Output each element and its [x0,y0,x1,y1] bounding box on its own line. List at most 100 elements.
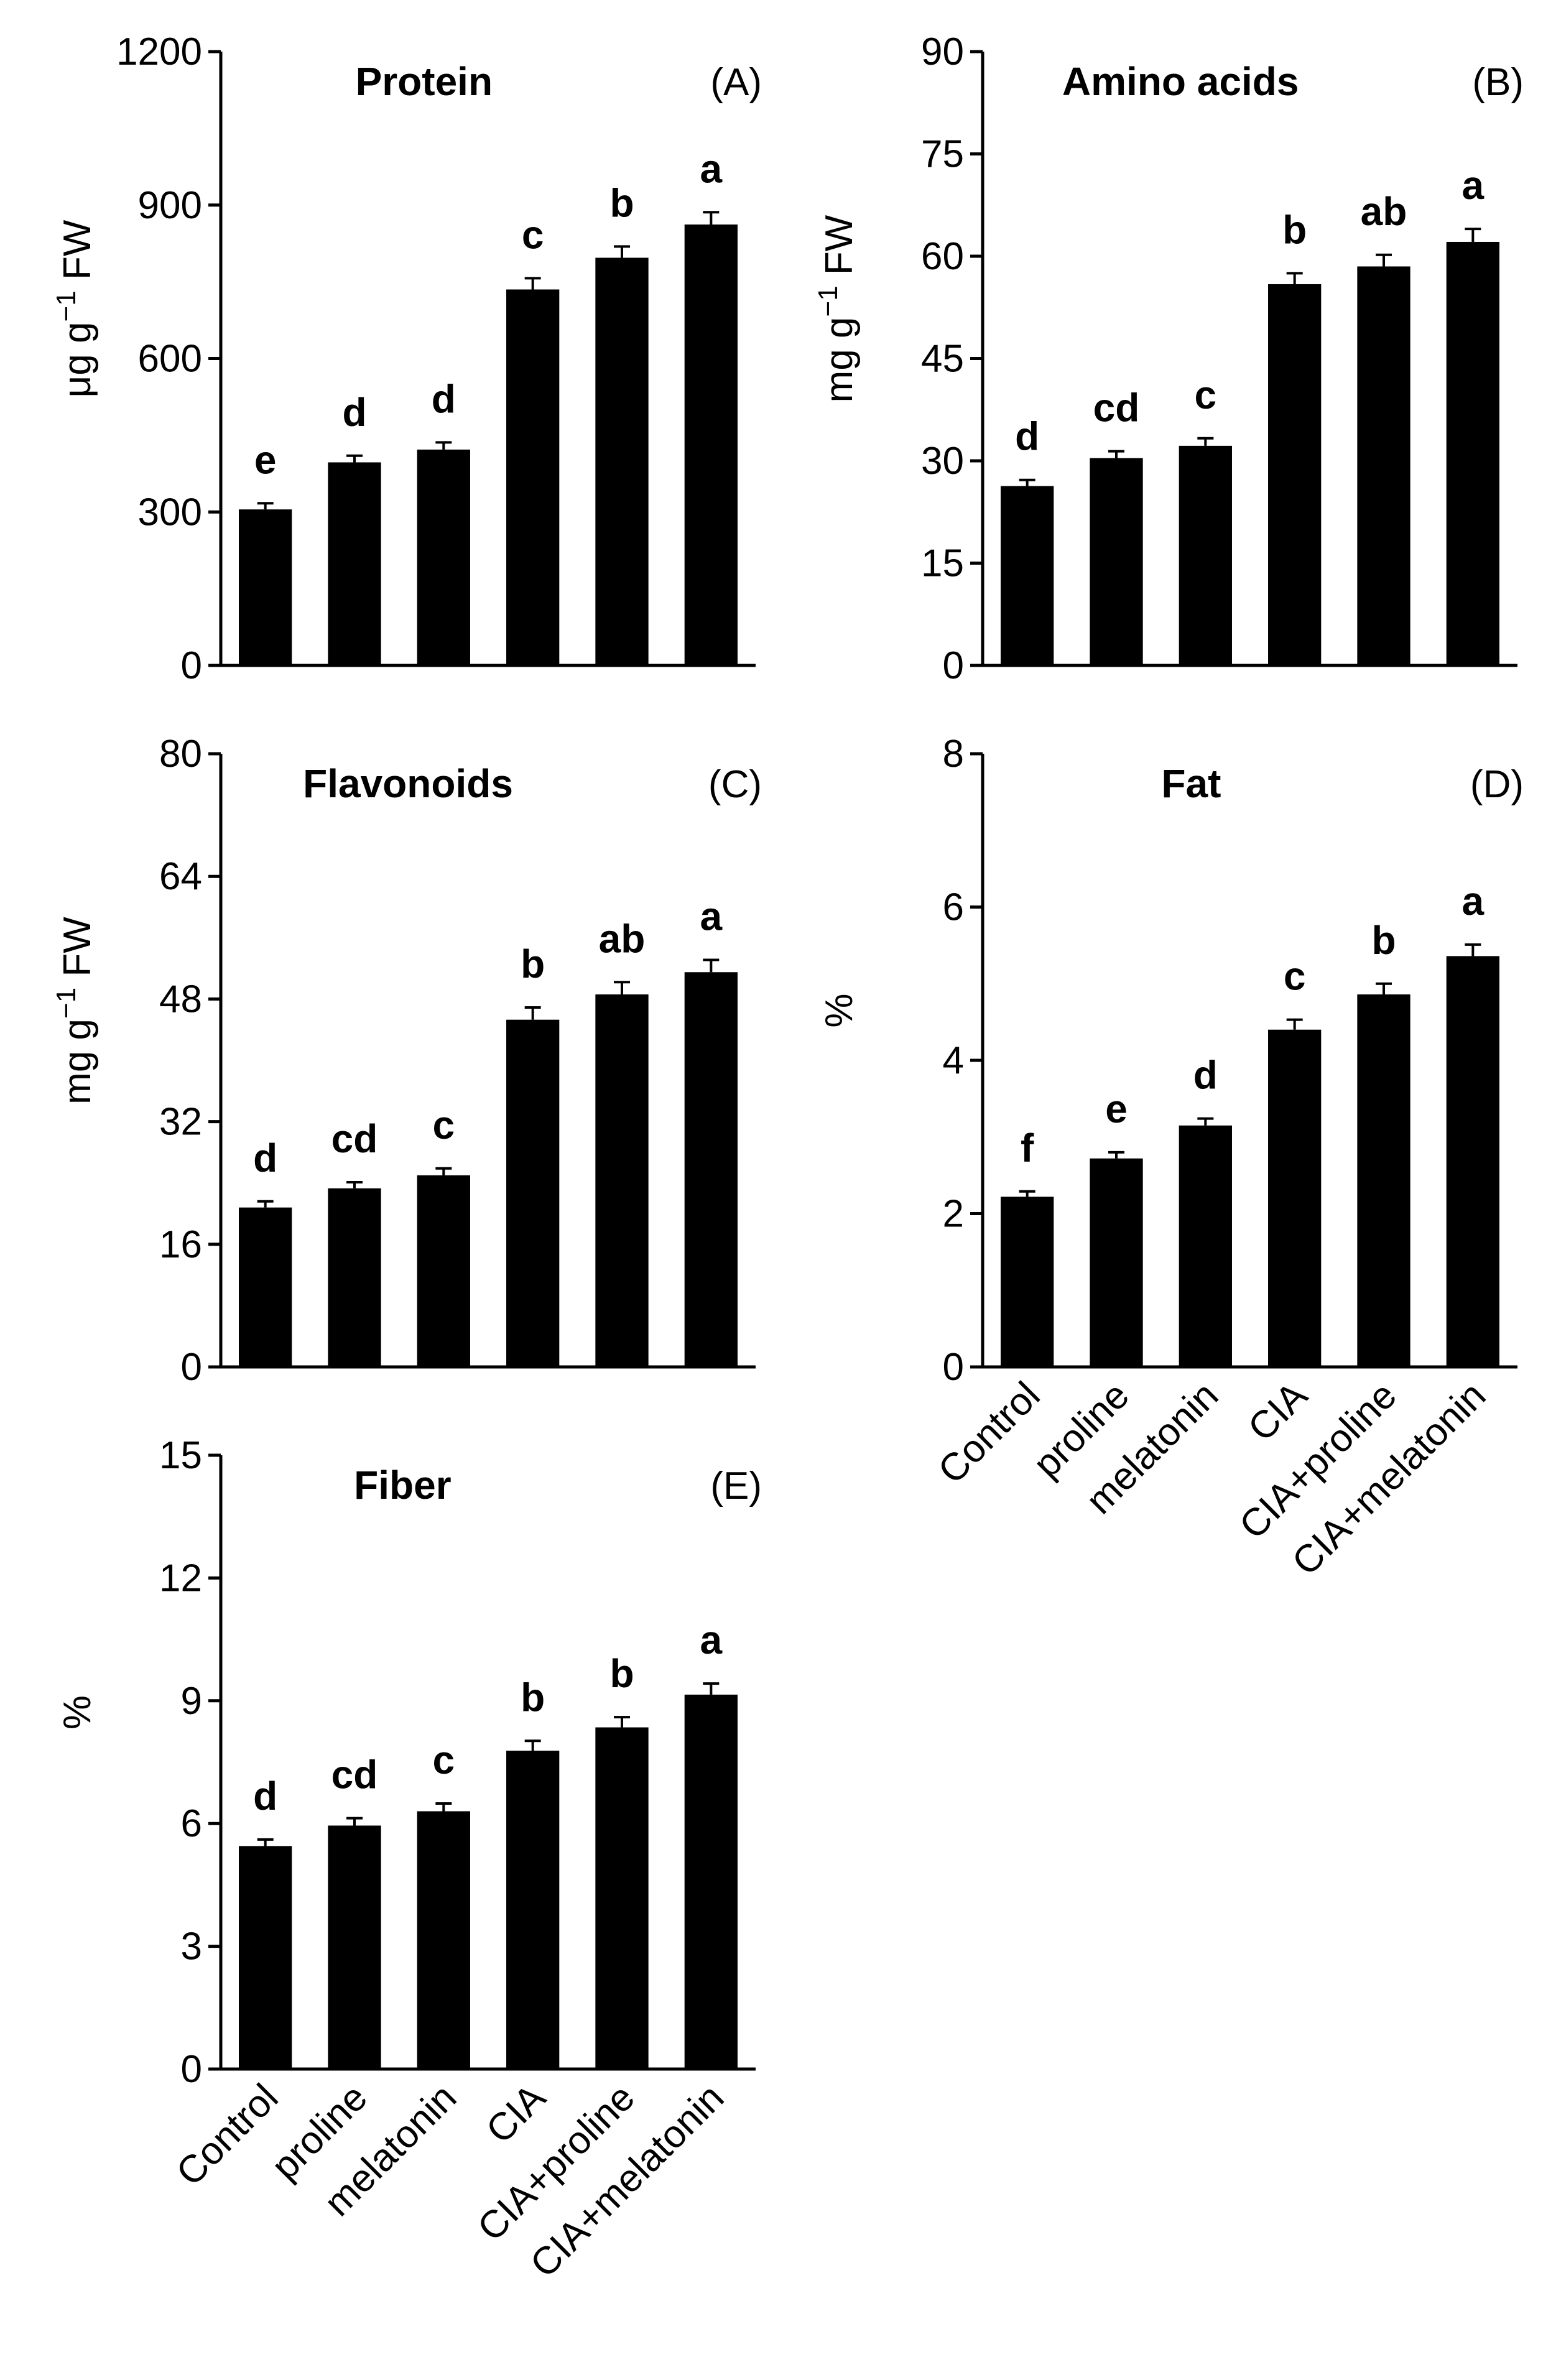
panel-letter: (E) [710,1465,762,1507]
bar [506,289,560,665]
y-tick-label: 2 [943,1193,964,1236]
significance-letter: d [253,1774,277,1818]
y-axis-label-unit: FW [56,917,99,988]
y-axis-label-main: μg g [56,322,99,397]
bar [1001,486,1054,665]
significance-letter: b [1282,207,1307,252]
y-tick-label: 9 [181,1680,202,1723]
y-tick-label: 90 [921,30,964,73]
bar [595,257,649,665]
bar [328,462,381,665]
y-tick-label: 45 [921,338,964,381]
significance-letter: d [432,376,456,421]
y-axis-label: mg g−1 FW [51,917,99,1104]
bar [1090,1158,1143,1367]
significance-letter: a [700,146,723,191]
y-tick-label: 15 [159,1434,202,1477]
significance-letter: c [1195,373,1217,417]
y-tick-label: 60 [921,235,964,278]
bar [506,1751,560,2069]
bar [1357,994,1410,1367]
bar [1446,956,1499,1367]
y-tick-label: 30 [921,440,964,483]
significance-letter: d [342,390,366,435]
significance-letter: b [1371,918,1396,963]
y-axis-label-exponent: −1 [51,290,81,322]
y-tick-label: 1200 [116,30,202,73]
y-tick-label: 3 [181,1925,202,1968]
significance-letter: b [521,1675,545,1720]
bar [328,1825,381,2069]
y-axis-label-unit: FW [56,220,99,290]
category-label: CIA [1240,1374,1316,1450]
panel-a: 0 300 600 900 1200 Protein (A) μg g−1 FW e d d c b a [51,30,762,687]
y-axis-label-exponent: −1 [813,285,843,317]
y-axis-label: % [56,1695,99,1729]
significance-letter: a [700,1618,723,1662]
significance-letter: ab [1361,189,1407,234]
y-axis-label: mg g−1 FW [813,215,861,402]
panel-b: 0 15 30 45 60 75 90 Amino acids (B) mg g−1 FW d cd c… [813,30,1524,687]
y-axis-label-exponent: −1 [51,988,81,1019]
significance-letter: a [1462,879,1485,924]
y-tick-label: 0 [181,2048,202,2091]
significance-letter: c [433,1103,455,1147]
category-label: CIA [478,2076,554,2152]
significance-letter: c [433,1738,455,1782]
y-tick-label: 600 [138,338,202,381]
panel-title: Amino acids [1062,59,1299,104]
bar [239,509,292,665]
bar [595,1727,649,2069]
y-tick-label: 300 [138,491,202,534]
y-axis-label: μg g−1 FW [51,220,99,397]
y-tick-label: 6 [181,1802,202,1845]
significance-letter: f [1021,1126,1034,1170]
y-tick-label: 80 [159,733,202,776]
bar [417,449,470,665]
panel-c: 0 16 32 48 64 80 Flavonoids (C) mg g−1 FW d cd c b ab… [51,733,762,1389]
significance-letter: a [1462,163,1485,208]
y-tick-label: 6 [943,886,964,929]
panel-title: Fat [1161,761,1221,806]
bar [1268,284,1322,665]
significance-letter: d [1193,1053,1218,1098]
panel-letter: (C) [708,763,762,806]
bar [1179,445,1232,665]
y-tick-label: 12 [159,1557,202,1600]
y-tick-label: 0 [181,644,202,687]
significance-letter: ab [599,916,646,961]
significance-letter: e [1105,1086,1128,1131]
significance-letter: c [1284,954,1306,999]
y-tick-label: 75 [921,133,964,176]
y-tick-label: 16 [159,1223,202,1266]
significance-letter: cd [331,1116,378,1161]
y-axis-label-main: mg g [56,1019,99,1104]
bar [1090,458,1143,665]
bar [595,994,649,1367]
significance-letter: d [253,1136,277,1180]
significance-letter: b [521,942,545,986]
panel-title: Protein [356,59,493,104]
y-tick-label: 32 [159,1101,202,1144]
y-tick-label: 15 [921,542,964,585]
bar [684,225,738,665]
bar [1357,266,1410,665]
bar [1179,1125,1232,1367]
bar [239,1846,292,2069]
significance-letter: cd [331,1753,378,1797]
y-tick-label: 48 [159,978,202,1021]
bar [1268,1029,1322,1367]
panel-letter: (A) [710,61,762,104]
significance-letter: b [609,180,634,225]
y-tick-label: 8 [943,733,964,776]
panel-letter: (B) [1472,61,1524,104]
y-tick-label: 4 [943,1039,964,1082]
bar [239,1207,292,1367]
panel-title: Flavonoids [303,761,513,806]
category-label: Control [930,1374,1048,1492]
y-axis-label-main: % [818,993,861,1027]
significance-letter: cd [1093,386,1140,430]
bar [1001,1197,1054,1367]
y-tick-label: 0 [943,1346,964,1389]
